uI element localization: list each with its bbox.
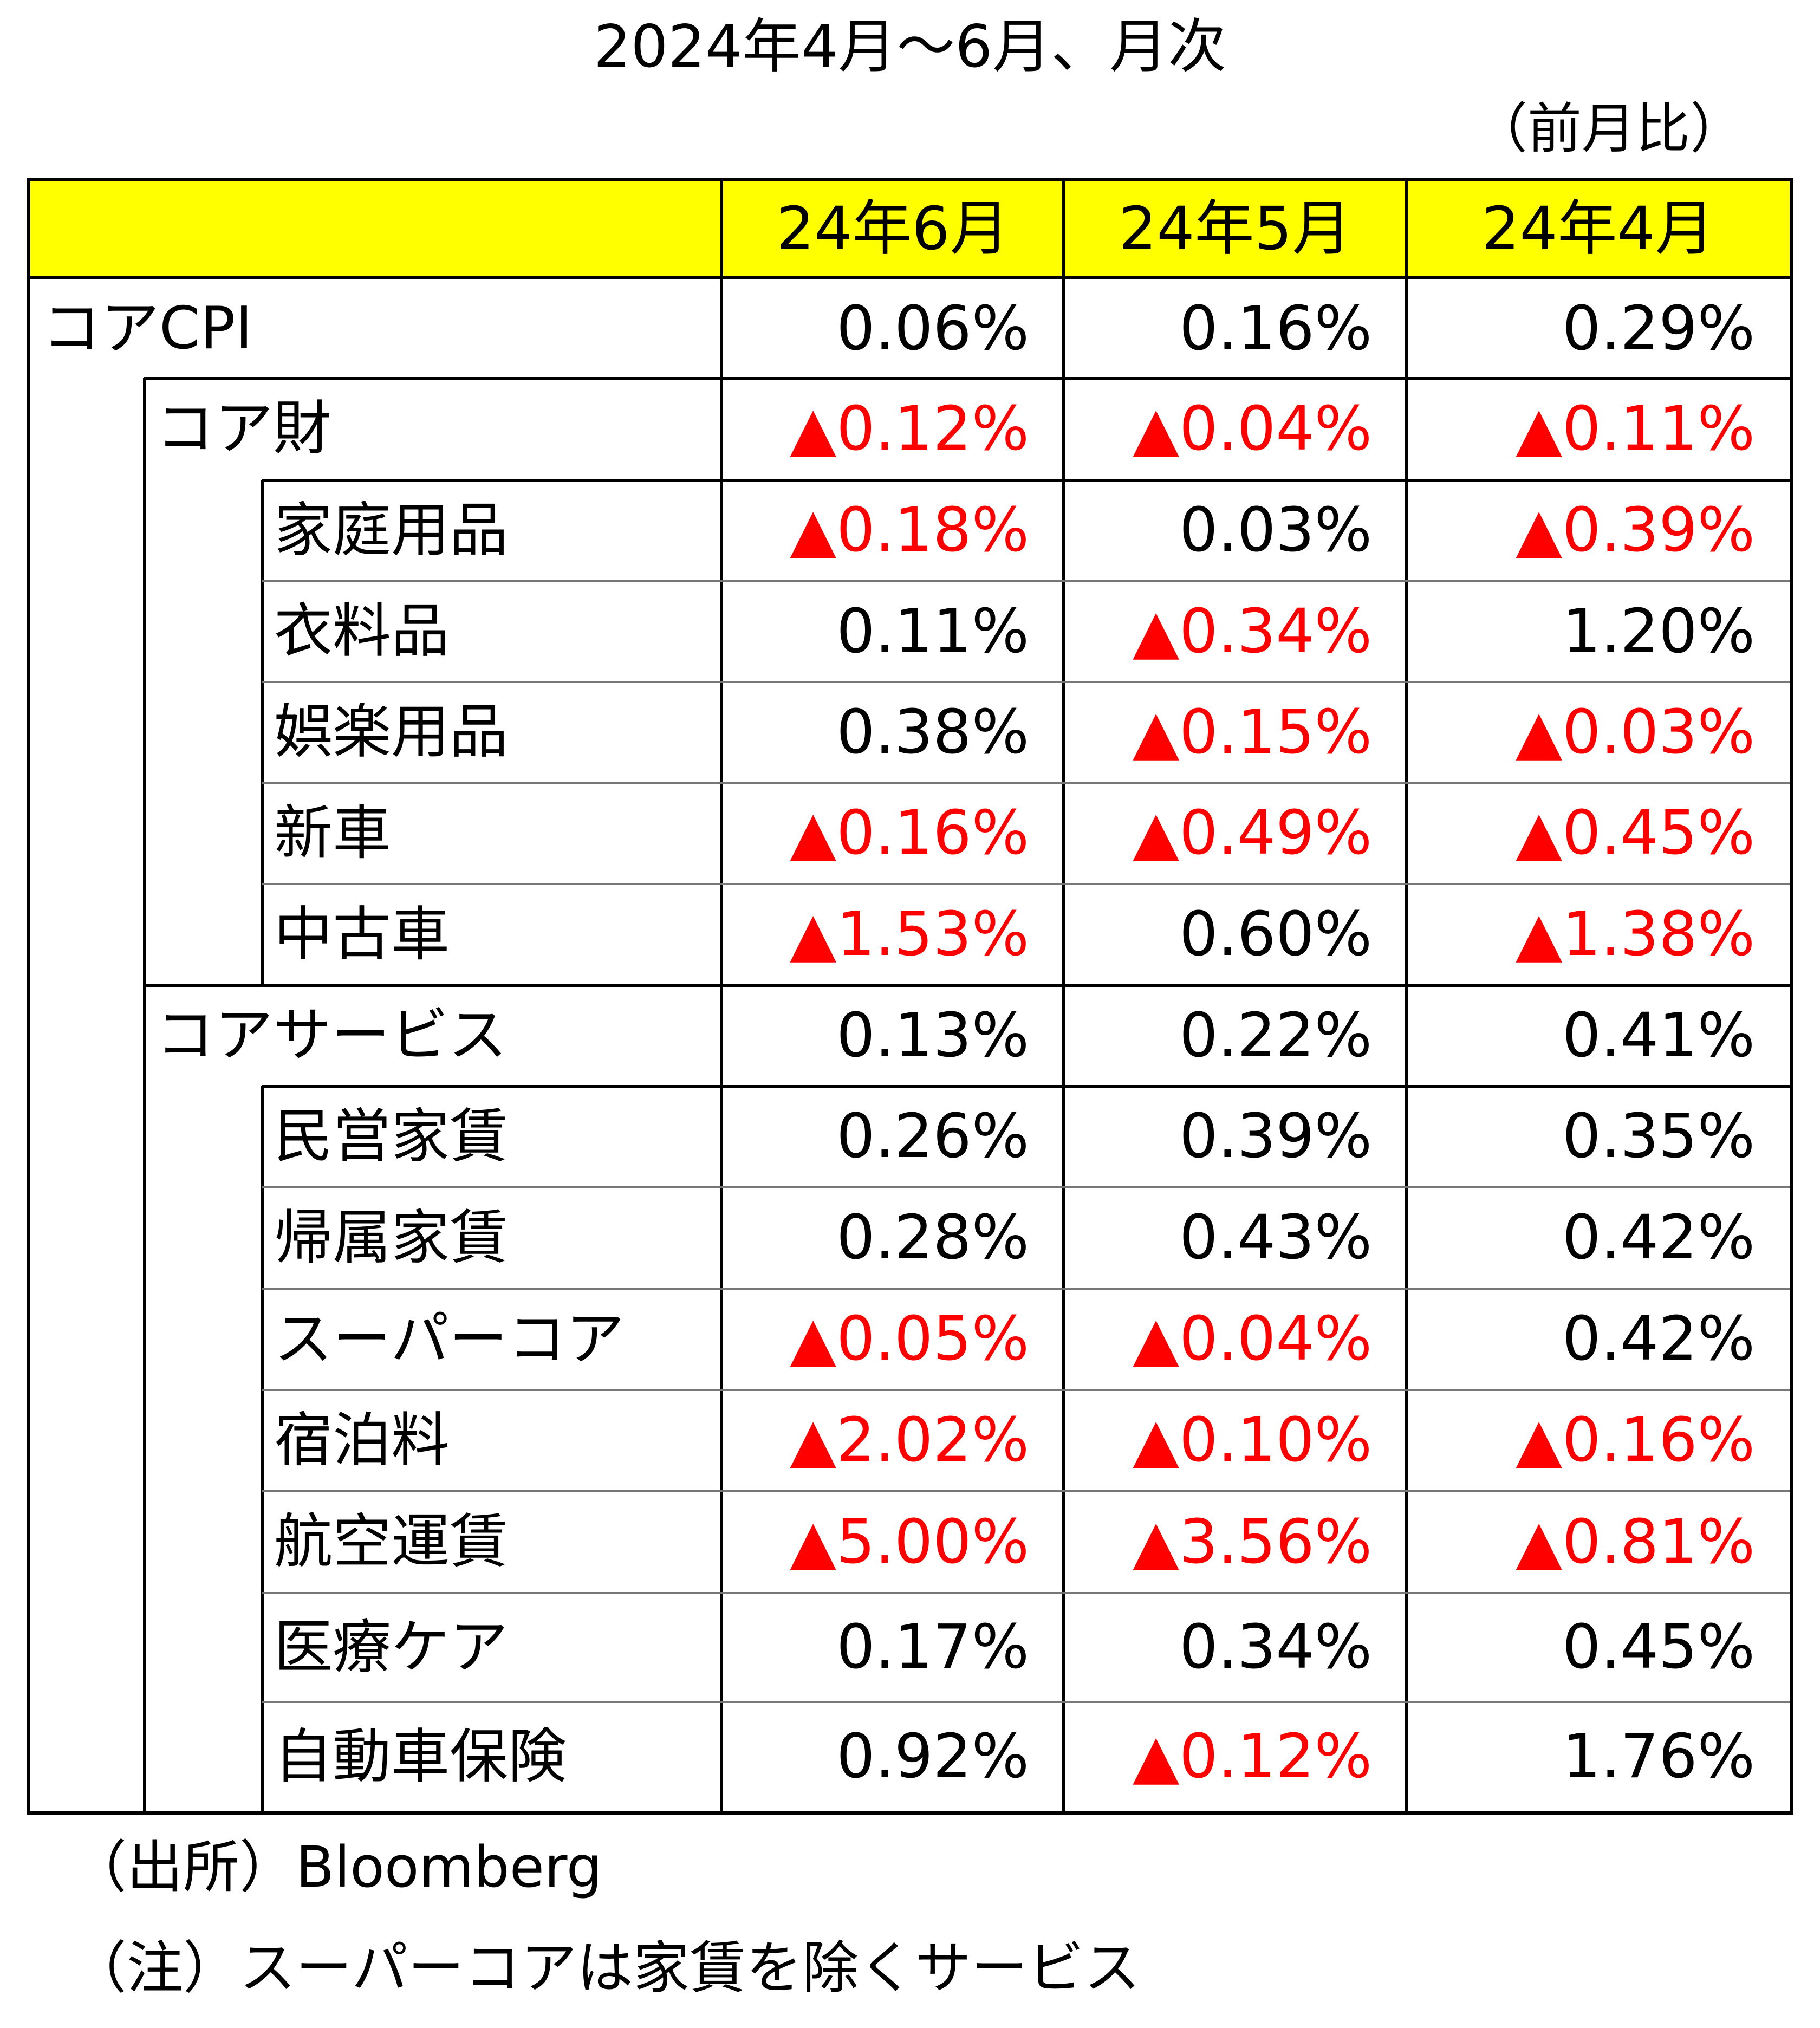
row-divider [262, 580, 1790, 582]
row-label: スーパーコア [274, 1305, 625, 1373]
value-cell: 0.29% [1562, 294, 1755, 364]
footnote: （注）スーパーコアは家賃を除くサービス [70, 1935, 1140, 2001]
row-label: コア財 [156, 395, 332, 463]
cpi-table: 24年6月 24年5月 24年4月コアCPI 0.06% 0.16% 0.29% コア財 ▲0… [27, 178, 1793, 1815]
value-cell: 0.22% [1179, 1000, 1372, 1071]
row-divider [262, 479, 1790, 482]
row-divider [144, 377, 1790, 380]
row-divider [262, 1592, 1790, 1594]
column-divider [1062, 181, 1065, 1812]
value-cell: 0.42% [1562, 1304, 1755, 1374]
value-cell: ▲0.16% [790, 798, 1029, 868]
value-cell: 0.38% [836, 697, 1029, 768]
row-label: 娯楽用品 [274, 698, 509, 766]
header-apr: 24年4月 [1481, 194, 1715, 263]
value-cell: 0.03% [1179, 495, 1372, 566]
row-label: 医療ケア [274, 1614, 509, 1681]
unit-label: （前月比） [1473, 97, 1744, 160]
value-cell: 0.92% [836, 1721, 1029, 1792]
value-cell: 0.43% [1179, 1202, 1372, 1273]
row-label: コアCPI [42, 295, 253, 362]
column-divider [720, 181, 723, 1812]
header-may: 24年5月 [1119, 194, 1352, 263]
value-cell: 0.28% [836, 1202, 1029, 1273]
value-cell: 0.11% [836, 596, 1029, 667]
value-cell: 0.41% [1562, 1000, 1755, 1071]
value-cell: ▲0.10% [1133, 1405, 1372, 1476]
row-label: 家庭用品 [274, 497, 509, 564]
value-cell: ▲5.00% [790, 1507, 1029, 1577]
value-cell: ▲0.81% [1516, 1507, 1755, 1577]
value-cell: ▲0.12% [1133, 1721, 1372, 1792]
row-divider [262, 1701, 1790, 1703]
value-cell: 0.16% [1179, 294, 1372, 364]
row-label: 航空運賃 [274, 1508, 509, 1576]
row-label: コアサービス [156, 1002, 508, 1069]
value-cell: ▲0.18% [790, 495, 1029, 566]
row-divider [262, 1389, 1790, 1391]
value-cell: ▲0.05% [790, 1304, 1029, 1374]
row-divider [262, 1085, 1790, 1088]
indent-line-level2 [261, 1086, 264, 1812]
value-cell: ▲0.12% [790, 394, 1029, 464]
table-title: 2024年4月～6月、月次 [593, 13, 1227, 81]
value-cell: 0.39% [1179, 1101, 1372, 1172]
value-cell: 0.60% [1179, 899, 1372, 970]
value-cell: ▲0.03% [1516, 697, 1755, 768]
value-cell: 0.45% [1562, 1612, 1755, 1682]
value-cell: ▲0.04% [1133, 1304, 1372, 1374]
row-label: 衣料品 [274, 597, 450, 665]
row-divider [262, 782, 1790, 784]
value-cell: 0.42% [1562, 1202, 1755, 1273]
value-cell: ▲2.02% [790, 1405, 1029, 1476]
row-divider [262, 1288, 1790, 1290]
value-cell: 0.06% [836, 294, 1029, 364]
row-divider [144, 984, 1790, 987]
value-cell: 0.17% [836, 1612, 1029, 1682]
column-divider [1405, 181, 1408, 1812]
row-label: 帰属家賃 [274, 1204, 509, 1272]
row-divider [262, 883, 1790, 885]
value-cell: ▲0.49% [1133, 798, 1372, 868]
value-cell: ▲3.56% [1133, 1507, 1372, 1577]
header-row [30, 181, 1790, 280]
value-cell: ▲0.34% [1133, 596, 1372, 667]
value-cell: 0.13% [836, 1000, 1029, 1071]
row-label: 自動車保険 [274, 1723, 567, 1791]
row-label: 宿泊料 [274, 1407, 450, 1474]
value-cell: 1.76% [1562, 1721, 1755, 1792]
row-label: 中古車 [274, 901, 450, 968]
value-cell: ▲0.16% [1516, 1405, 1755, 1476]
value-cell: ▲0.45% [1516, 798, 1755, 868]
value-cell: 0.26% [836, 1101, 1029, 1172]
indent-line-level1 [143, 378, 146, 1812]
row-divider [262, 681, 1790, 683]
header-jun: 24年6月 [776, 194, 1010, 263]
value-cell: ▲1.53% [790, 899, 1029, 970]
value-cell: ▲0.04% [1133, 394, 1372, 464]
value-cell: ▲0.11% [1516, 394, 1755, 464]
value-cell: ▲1.38% [1516, 899, 1755, 970]
value-cell: 1.20% [1562, 596, 1755, 667]
value-cell: 0.34% [1179, 1612, 1372, 1682]
value-cell: ▲0.15% [1133, 697, 1372, 768]
value-cell: 0.35% [1562, 1101, 1755, 1172]
row-divider [262, 1490, 1790, 1492]
source-note: （出所）Bloomberg [70, 1834, 602, 1900]
value-cell: ▲0.39% [1516, 495, 1755, 566]
row-label: 民営家賃 [274, 1103, 509, 1171]
row-label: 新車 [274, 800, 392, 867]
indent-line-level2 [261, 480, 264, 985]
row-divider [262, 1186, 1790, 1188]
